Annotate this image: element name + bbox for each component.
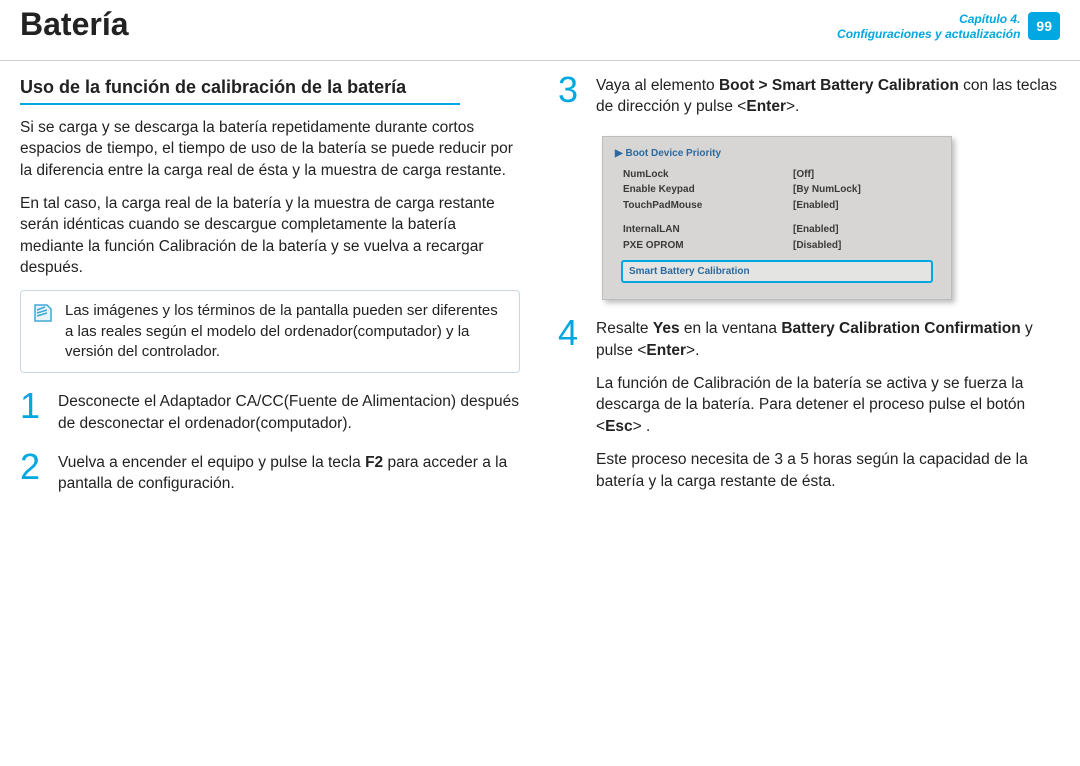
note-icon xyxy=(31,301,55,325)
page-number-badge: 99 xyxy=(1028,12,1060,40)
step-3-pre: Vaya al elemento xyxy=(596,77,719,94)
bios-screenshot: ▶ Boot Device Priority NumLock [Off] Ena… xyxy=(602,136,952,301)
s4-post: >. xyxy=(686,342,699,359)
bios-row: PXE OPROM [Disabled] xyxy=(615,238,939,254)
section-heading: Uso de la función de calibración de la b… xyxy=(20,75,522,100)
bios-label: TouchPadMouse xyxy=(623,199,793,213)
bios-row: Enable Keypad [By NumLock] xyxy=(615,182,939,198)
s4-mid1: en la ventana xyxy=(680,320,782,337)
bios-panel: ▶ Boot Device Priority NumLock [Off] Ena… xyxy=(602,136,952,301)
step-2-body: Vuelva a encender el equipo y pulse la t… xyxy=(58,452,522,495)
intro-para-1: Si se carga y se descarga la batería rep… xyxy=(20,117,522,181)
bios-label: InternalLAN xyxy=(623,223,793,237)
page-header: Batería Capítulo 4. Configuraciones y ac… xyxy=(0,0,1080,56)
s4-p2-post: > . xyxy=(633,418,651,435)
s4-p2-bold: Esc xyxy=(605,418,633,435)
bios-value: [Enabled] xyxy=(793,199,839,213)
step-1-text: Desconecte el Adaptador CA/CC(Fuente de … xyxy=(58,393,519,431)
bios-label: Enable Keypad xyxy=(623,183,793,197)
step-1-body: Desconecte el Adaptador CA/CC(Fuente de … xyxy=(58,391,522,434)
bios-label: NumLock xyxy=(623,168,793,182)
bios-value: [By NumLock] xyxy=(793,183,861,197)
step-4-body: Resalte Yes en la ventana Battery Calibr… xyxy=(596,318,1060,504)
note-text: Las imágenes y los términos de la pantal… xyxy=(65,302,498,360)
header-rule xyxy=(0,60,1080,61)
step-2-bold: F2 xyxy=(365,454,383,471)
bios-label: PXE OPROM xyxy=(623,239,793,253)
step-3-post: >. xyxy=(786,98,799,115)
s4-bold3: Enter xyxy=(646,342,686,359)
step-2: 2 Vuelva a encender el equipo y pulse la… xyxy=(20,452,522,495)
s4-p2-pre: La función de Calibración de la batería … xyxy=(596,375,1025,435)
bios-value: [Off] xyxy=(793,168,814,182)
bios-gap xyxy=(615,214,939,222)
step-3-number: 3 xyxy=(558,75,584,106)
bios-value: [Enabled] xyxy=(793,223,839,237)
heading-underline xyxy=(20,103,460,105)
chapter-block: Capítulo 4. Configuraciones y actualizac… xyxy=(837,12,1060,42)
right-column: 3 Vaya al elemento Boot > Smart Battery … xyxy=(558,75,1060,522)
step-2-pre: Vuelva a encender el equipo y pulse la t… xyxy=(58,454,365,471)
chapter-text: Capítulo 4. Configuraciones y actualizac… xyxy=(837,12,1020,42)
step-3-bold2: Enter xyxy=(746,98,786,115)
s4-pre: Resalte xyxy=(596,320,653,337)
intro-para-2: En tal caso, la carga real de la batería… xyxy=(20,193,522,279)
bios-title: ▶ Boot Device Priority xyxy=(615,147,939,161)
left-column: Uso de la función de calibración de la b… xyxy=(20,75,522,522)
step-4-line1: Resalte Yes en la ventana Battery Calibr… xyxy=(596,318,1060,361)
chapter-line1: Capítulo 4. xyxy=(837,12,1020,27)
step-3-bold: Boot > Smart Battery Calibration xyxy=(719,77,959,94)
bios-row: InternalLAN [Enabled] xyxy=(615,222,939,238)
bios-row: NumLock [Off] xyxy=(615,167,939,183)
step-2-number: 2 xyxy=(20,452,46,483)
step-4-number: 4 xyxy=(558,318,584,349)
note-box: Las imágenes y los términos de la pantal… xyxy=(20,290,520,373)
step-4: 4 Resalte Yes en la ventana Battery Cali… xyxy=(558,318,1060,504)
step-1: 1 Desconecte el Adaptador CA/CC(Fuente d… xyxy=(20,391,522,434)
step-1-number: 1 xyxy=(20,391,46,422)
step-3-body: Vaya al elemento Boot > Smart Battery Ca… xyxy=(596,75,1060,118)
s4-bold2: Battery Calibration Confirmation xyxy=(781,320,1020,337)
s4-bold1: Yes xyxy=(653,320,680,337)
step-4-para3: Este proceso necesita de 3 a 5 horas seg… xyxy=(596,449,1060,492)
bios-value: [Disabled] xyxy=(793,239,841,253)
step-4-para2: La función de Calibración de la batería … xyxy=(596,373,1060,437)
bios-row: TouchPadMouse [Enabled] xyxy=(615,198,939,214)
chapter-line2: Configuraciones y actualización xyxy=(837,27,1020,42)
bios-highlight-row: Smart Battery Calibration xyxy=(621,260,933,284)
content-columns: Uso de la función de calibración de la b… xyxy=(0,75,1080,522)
step-3: 3 Vaya al elemento Boot > Smart Battery … xyxy=(558,75,1060,118)
